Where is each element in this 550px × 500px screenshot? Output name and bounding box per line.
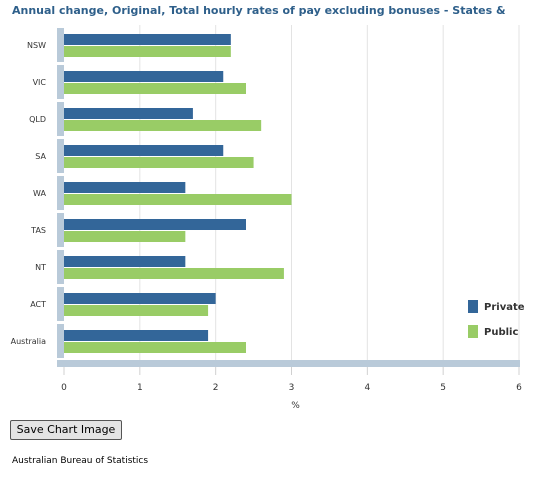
bar-private-australia bbox=[64, 330, 209, 341]
category-label-sa: SA bbox=[35, 152, 46, 161]
bar-private-nt bbox=[64, 256, 186, 267]
legend-swatch-public bbox=[468, 325, 478, 338]
category-label-nsw: NSW bbox=[27, 41, 46, 50]
category-strip-sa bbox=[57, 139, 64, 173]
x-tick-label-2: 2 bbox=[213, 383, 219, 393]
bar-public-tas bbox=[64, 231, 186, 242]
category-label-wa: WA bbox=[33, 189, 46, 198]
category-strip-qld bbox=[57, 102, 64, 136]
category-strip-nt bbox=[57, 250, 64, 284]
category-label-tas: TAS bbox=[30, 226, 46, 235]
bar-public-vic bbox=[64, 83, 246, 94]
bar-chart: NSW VIC QLD SA WA TAS NT ACT Australia 0 1 2 3 4 5 6% Pr… bbox=[11, 25, 525, 411]
bar-private-nsw bbox=[64, 34, 231, 45]
bar-public-nt bbox=[64, 268, 284, 279]
x-tick-label-0: 0 bbox=[61, 383, 67, 393]
legend-label-public: Public bbox=[484, 327, 518, 338]
bar-private-tas bbox=[64, 219, 246, 230]
bar-private-wa bbox=[64, 182, 186, 193]
source-note: Australian Bureau of Statistics bbox=[12, 456, 149, 466]
category-strip-australia bbox=[57, 324, 64, 358]
x-tick-label-3: 3 bbox=[289, 383, 295, 393]
bar-private-act bbox=[64, 293, 216, 304]
bar-public-sa bbox=[64, 157, 254, 168]
legend-label-private: Private bbox=[484, 302, 525, 313]
chart-title: Annual change, Original, Total hourly ra… bbox=[12, 4, 506, 17]
category-label-vic: VIC bbox=[33, 78, 47, 87]
bar-public-nsw bbox=[64, 46, 231, 57]
x-tick-label-4: 4 bbox=[364, 383, 370, 393]
category-label-act: ACT bbox=[30, 300, 46, 309]
bar-public-act bbox=[64, 305, 209, 316]
x-tick-label-1: 1 bbox=[137, 383, 143, 393]
bar-public-wa bbox=[64, 194, 292, 205]
bar-private-sa bbox=[64, 145, 224, 156]
category-label-qld: QLD bbox=[29, 115, 46, 124]
bar-public-australia bbox=[64, 342, 246, 353]
category-strip-vic bbox=[57, 65, 64, 99]
legend-swatch-private bbox=[468, 300, 478, 313]
bar-private-qld bbox=[64, 108, 193, 119]
x-tick-label-5: 5 bbox=[440, 383, 446, 393]
category-strip-nsw bbox=[57, 28, 64, 62]
save-chart-image-button[interactable]: Save Chart Image bbox=[10, 420, 122, 440]
x-axis-band bbox=[57, 360, 520, 367]
category-label-nt: NT bbox=[35, 263, 46, 272]
category-strip-act bbox=[57, 287, 64, 321]
x-tick-label-6: 6 bbox=[516, 383, 522, 393]
bar-private-vic bbox=[64, 71, 224, 82]
category-strip-tas bbox=[57, 213, 64, 247]
category-label-australia: Australia bbox=[11, 337, 46, 346]
x-axis-label: % bbox=[291, 401, 300, 411]
bar-public-qld bbox=[64, 120, 262, 131]
category-strip-wa bbox=[57, 176, 64, 210]
